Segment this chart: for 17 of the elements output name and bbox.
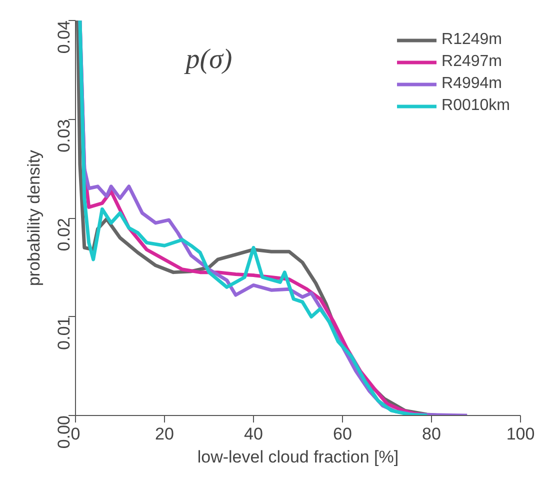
y-axis-title: probability density (24, 149, 44, 286)
x-tick-label: 0 (70, 424, 80, 444)
x-tick-label: 20 (155, 424, 174, 444)
y-tick-label: 0.03 (54, 119, 74, 152)
legend-label: R2497m (442, 53, 502, 71)
legend-label: R4994m (442, 75, 502, 93)
x-tick-label: 100 (506, 424, 535, 444)
y-tick-label: 0.02 (54, 218, 74, 252)
x-axis-title: low-level cloud fraction [%] (197, 448, 399, 466)
y-tick-label: 0.01 (54, 316, 74, 350)
y-tick-label: 0.04 (54, 20, 74, 54)
legend-label: R0010km (442, 97, 510, 115)
x-tick-label: 80 (422, 424, 441, 444)
text: p(σ) (184, 44, 232, 75)
legend-label: R1249m (442, 31, 502, 49)
x-tick-label: 60 (333, 424, 352, 444)
x-tick-label: 40 (244, 424, 263, 444)
